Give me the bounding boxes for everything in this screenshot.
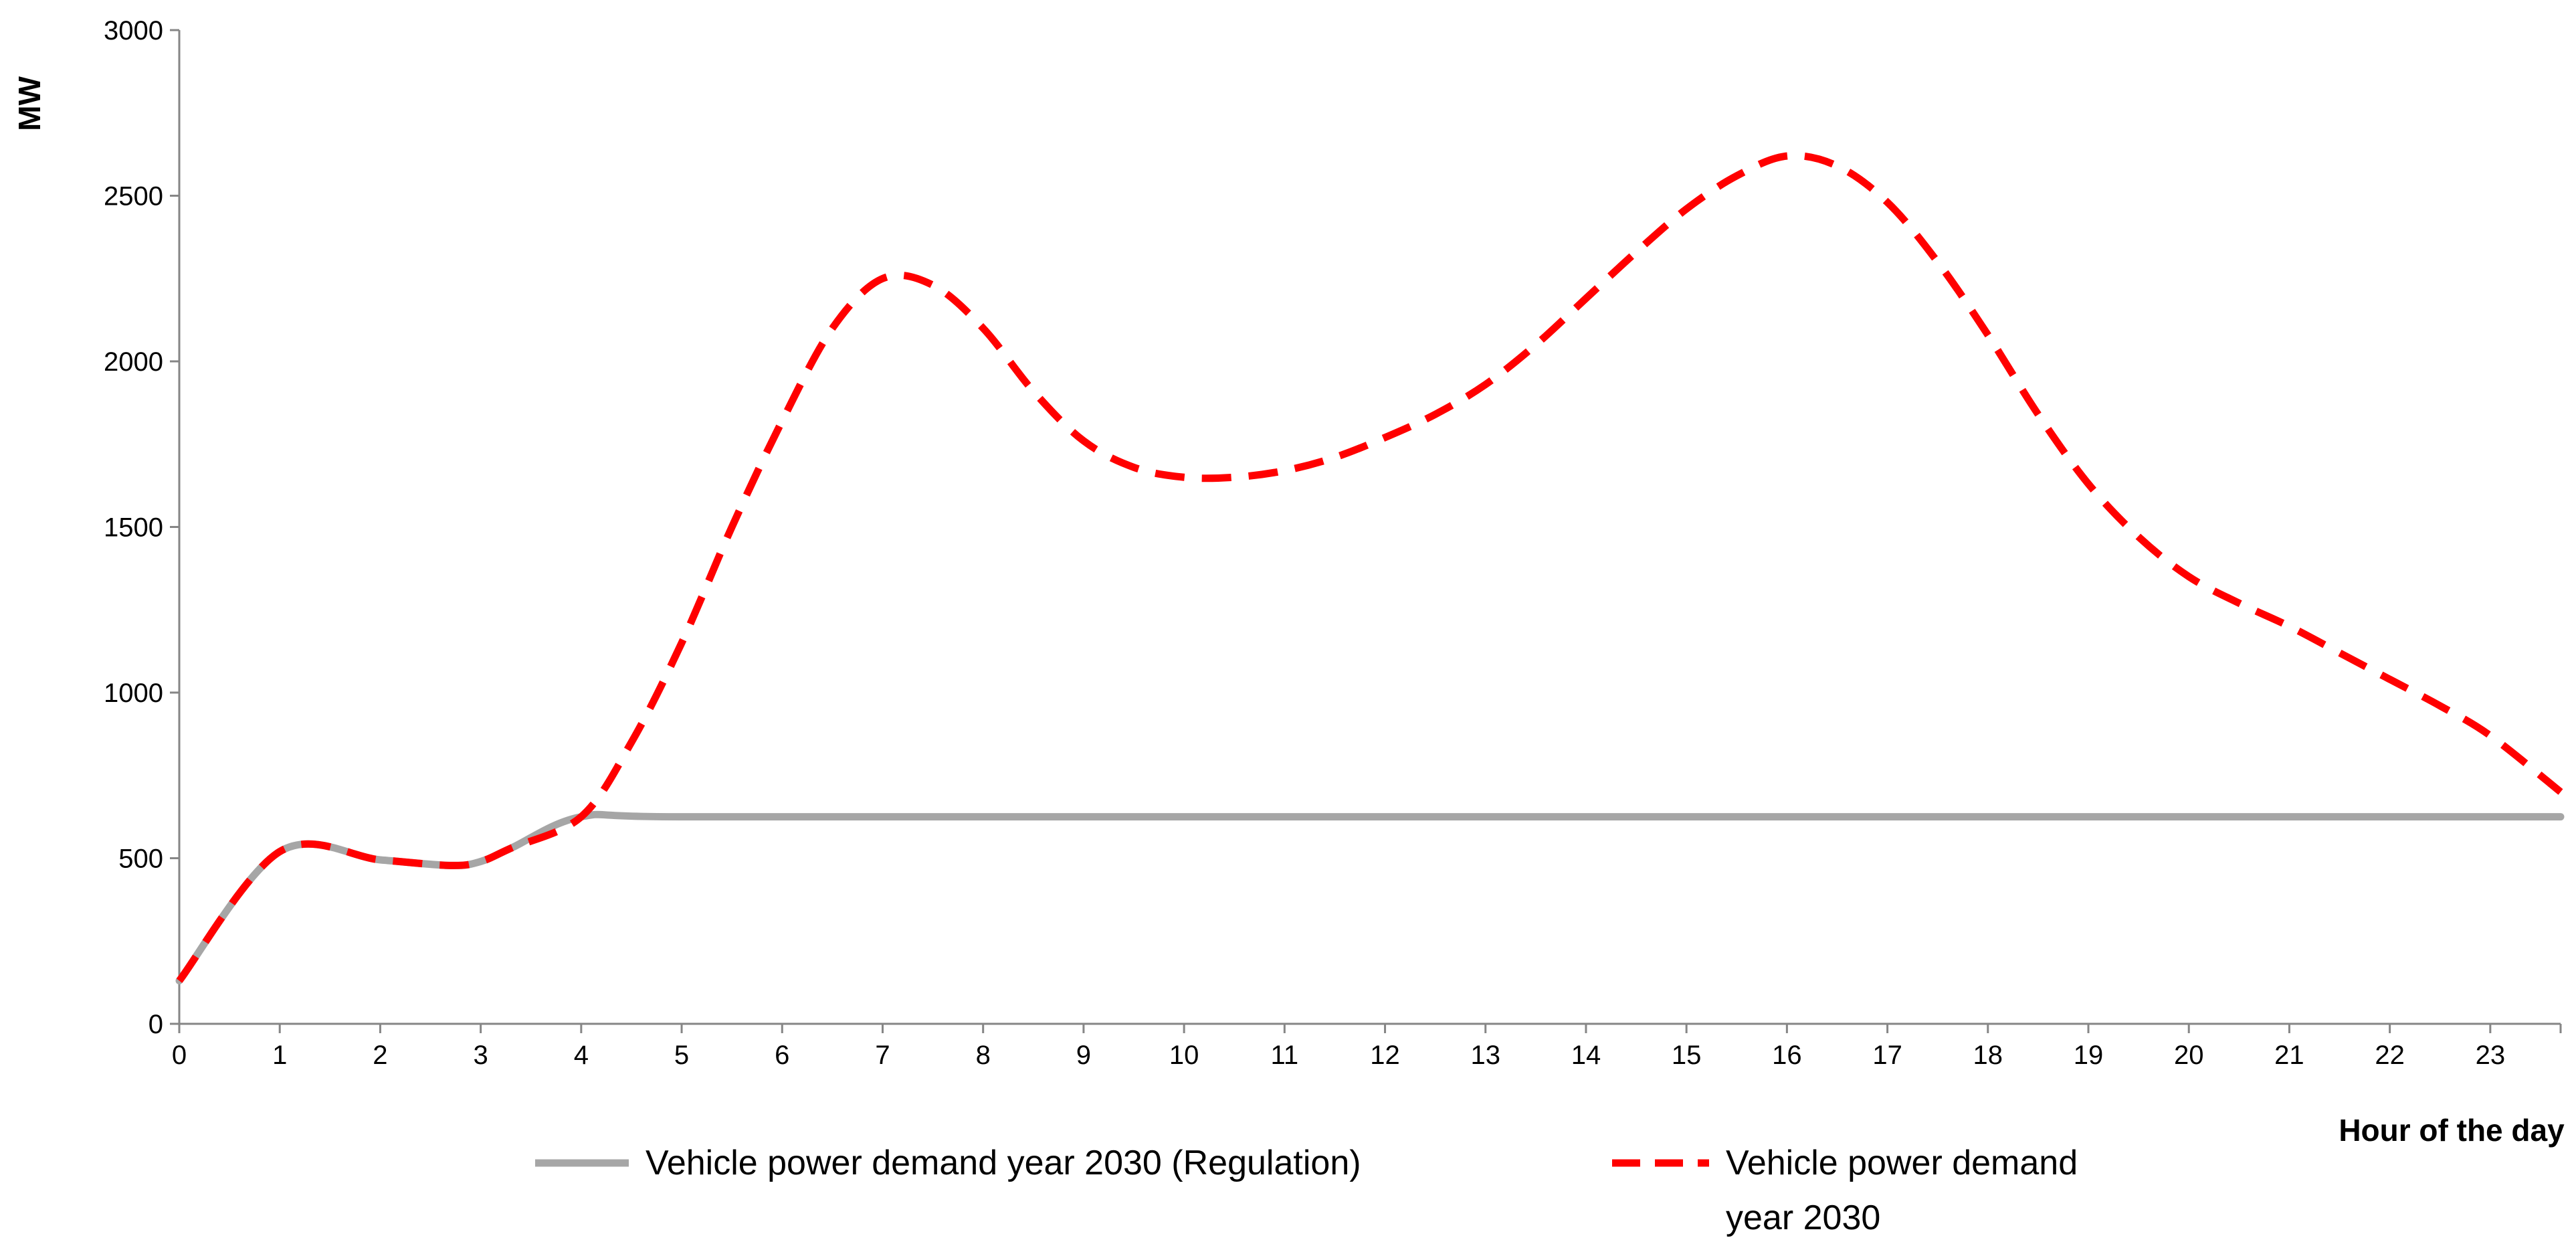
x-tick-label: 1 — [272, 1041, 287, 1070]
legend-label-1: year 2030 — [1726, 1198, 1880, 1237]
x-tick-label: 21 — [2274, 1041, 2304, 1070]
y-tick-label: 3000 — [104, 16, 163, 46]
x-tick-label: 13 — [1470, 1041, 1500, 1070]
series-line-0 — [175, 810, 2565, 985]
x-tick-label: 23 — [2476, 1041, 2506, 1070]
series-group — [175, 152, 2565, 985]
y-tick-label: 1500 — [104, 513, 163, 543]
legend: Vehicle power demand year 2030 (Regulati… — [535, 1144, 2078, 1237]
x-tick-label: 17 — [1872, 1041, 1902, 1070]
y-tick-label: 2000 — [104, 347, 163, 377]
x-tick-label: 9 — [1076, 1041, 1091, 1070]
x-tick-label: 8 — [976, 1041, 991, 1070]
x-tick-label: 2 — [373, 1041, 387, 1070]
x-tick-label: 18 — [1973, 1041, 2003, 1070]
x-tick-label: 0 — [172, 1041, 187, 1070]
x-tick-label: 16 — [1772, 1041, 1802, 1070]
x-tick-label: 20 — [2174, 1041, 2204, 1070]
x-tick-label: 7 — [875, 1041, 890, 1070]
y-axis-title: MW — [12, 76, 47, 131]
y-tick-label: 1000 — [104, 679, 163, 708]
x-tick-label: 14 — [1571, 1041, 1601, 1070]
x-tick-label: 19 — [2074, 1041, 2104, 1070]
legend-label-0: Vehicle power demand year 2030 (Regulati… — [646, 1144, 1361, 1182]
legend-label-1: Vehicle power demand — [1726, 1144, 2078, 1182]
x-axis-title: Hour of the day — [2339, 1113, 2565, 1148]
x-tick-label: 22 — [2375, 1041, 2405, 1070]
x-tick-label: 3 — [474, 1041, 488, 1070]
x-tick-label: 12 — [1370, 1041, 1400, 1070]
x-tick-label: 10 — [1169, 1041, 1199, 1070]
x-tick-label: 4 — [574, 1041, 589, 1070]
y-tick-label: 2500 — [104, 182, 163, 211]
x-tick-label: 11 — [1271, 1041, 1299, 1070]
x-tick-label: 5 — [674, 1041, 689, 1070]
y-tick-label: 500 — [118, 844, 163, 874]
series-line-1 — [176, 152, 2563, 984]
y-tick-label: 0 — [148, 1010, 163, 1039]
x-tick-label: 15 — [1672, 1041, 1702, 1070]
x-tick-label: 6 — [775, 1041, 789, 1070]
